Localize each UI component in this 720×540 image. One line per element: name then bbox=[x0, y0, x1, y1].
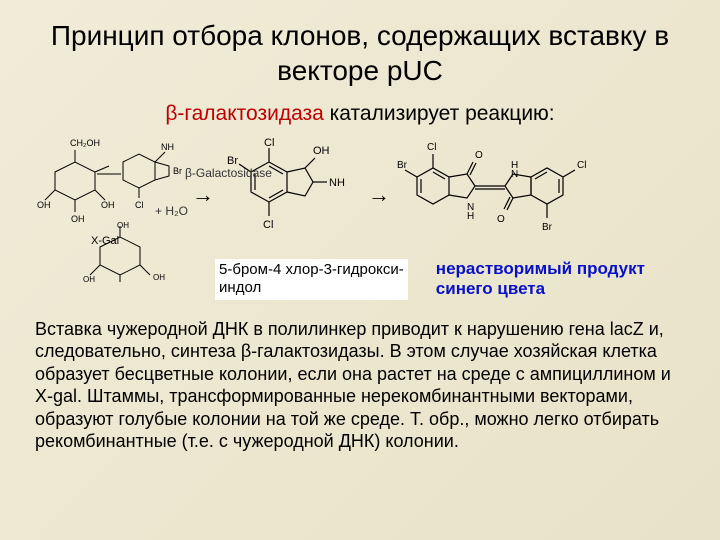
plus-h2o-label: + H₂O bbox=[155, 204, 188, 218]
svg-text:Cl: Cl bbox=[264, 137, 274, 149]
svg-text:Br: Br bbox=[173, 166, 182, 176]
intermediate-structure: Br Cl OH NH Cl bbox=[221, 132, 361, 242]
enzyme-name-red: β-галактозидаза bbox=[165, 102, 324, 125]
svg-text:NH: NH bbox=[329, 177, 345, 189]
reaction-arrow-2: → bbox=[365, 182, 393, 208]
svg-text:Cl: Cl bbox=[135, 200, 144, 210]
svg-text:OH: OH bbox=[313, 145, 330, 157]
slide-title: Принцип отбора клонов, содержащих вставк… bbox=[35, 18, 685, 88]
svg-text:Cl: Cl bbox=[263, 219, 273, 231]
enzyme-arrow-label: β-Galactosidase bbox=[185, 166, 272, 180]
subtitle-rest: катализирует реакцию: bbox=[324, 102, 555, 125]
ch2oh-label: CH₂OH bbox=[70, 138, 100, 148]
svg-text:Cl: Cl bbox=[577, 160, 586, 171]
svg-text:Br: Br bbox=[397, 160, 408, 171]
reaction-subtitle: β-галактозидаза катализирует реакцию: bbox=[35, 102, 685, 126]
svg-text:OH: OH bbox=[101, 200, 115, 210]
svg-text:OH: OH bbox=[71, 214, 85, 224]
svg-text:OH: OH bbox=[117, 221, 129, 230]
svg-text:Br: Br bbox=[542, 222, 553, 233]
svg-text:O: O bbox=[475, 150, 483, 161]
svg-text:H: H bbox=[467, 211, 474, 222]
svg-text:N: N bbox=[511, 169, 518, 180]
svg-text:Cl: Cl bbox=[427, 142, 436, 153]
xgal-label: X-Gal bbox=[91, 235, 119, 247]
reaction-diagram: β-Galactosidase + H₂O CH₂OH OH bbox=[35, 132, 685, 287]
svg-text:OH: OH bbox=[37, 200, 51, 210]
svg-text:O: O bbox=[497, 214, 505, 225]
svg-text:OH: OH bbox=[153, 273, 165, 282]
reaction-arrow-1: → bbox=[189, 182, 217, 208]
product-structure: Br Cl O N H H N O Cl Br bbox=[397, 132, 627, 242]
svg-text:NH: NH bbox=[161, 142, 174, 152]
svg-text:OH: OH bbox=[83, 275, 95, 282]
explanation-paragraph: Вставка чужеродной ДНК в полилинкер прив… bbox=[35, 318, 685, 453]
slide-root: Принцип отбора клонов, содержащих вставк… bbox=[0, 0, 720, 491]
